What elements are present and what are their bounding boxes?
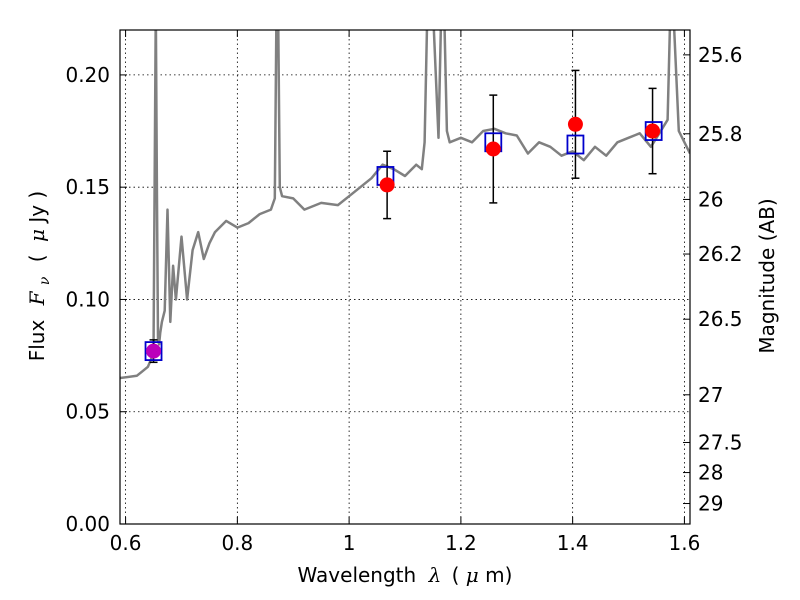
x-axis-label-symbol: λ — [428, 563, 442, 587]
x-axis-label: Wavelength λ ( μ m) — [298, 563, 513, 587]
y-axis-label-sub: ν — [37, 276, 53, 285]
x-axis-label-mu: μ — [466, 563, 479, 587]
observed-photometry-point — [485, 141, 501, 157]
observed-photometry-point — [645, 123, 661, 139]
y-axis-label: Flux F ν ( μ Jy ) — [25, 191, 54, 362]
y-axis-label-unit: Jy ) — [25, 191, 49, 225]
x-tick-label: 1.2 — [445, 531, 477, 555]
y2-tick-label: 27.5 — [698, 430, 743, 454]
y-axis-label-mu: μ — [25, 229, 49, 242]
y2-tick-label: 28 — [698, 461, 723, 485]
x-tick-label: 1 — [343, 531, 356, 555]
y-axis-label-text: Flux — [25, 320, 49, 362]
model-photometry-point — [566, 134, 585, 155]
model-sed-line — [120, 30, 690, 380]
y2-tick-label: 26.2 — [698, 242, 743, 266]
x-axis-label-open: ( — [452, 563, 460, 587]
y2-tick-label: 26.5 — [698, 307, 743, 331]
y2-tick-label: 25.8 — [698, 122, 743, 146]
sed-line-layer — [120, 30, 690, 380]
grid — [120, 30, 690, 524]
plot-frame — [119, 29, 691, 525]
y-tick-label: 0.00 — [65, 512, 110, 536]
y2-tick-label: 26 — [698, 187, 723, 211]
x-tick-label: 1.6 — [669, 531, 701, 555]
y2-tick-label: 27 — [698, 383, 723, 407]
x-axis-label-unit: m) — [485, 563, 512, 587]
y2-tick-label: 25.6 — [698, 43, 743, 67]
y2-axis-label: Magnitude (AB) — [755, 198, 779, 353]
y-axis-label-open: ( — [25, 254, 49, 262]
x-axis: 0.6 0.8 1 1.2 1.4 1.6 — [110, 30, 701, 555]
y2-tick-label: 29 — [698, 492, 723, 516]
observed-photometry-point — [146, 343, 162, 359]
y-axis-left: 0.00 0.05 0.10 0.15 0.20 — [65, 63, 127, 536]
photometry-layer — [144, 69, 663, 364]
y-tick-label: 0.05 — [65, 400, 110, 424]
model-photometry-point — [144, 341, 163, 362]
y-tick-label: 0.15 — [65, 175, 110, 199]
observed-photometry-point — [567, 116, 583, 132]
x-axis-label-text: Wavelength — [298, 563, 417, 587]
y-axis-right: 25.6 25.8 26 26.2 26.5 27 27.5 28 29 — [683, 43, 743, 516]
y-axis-label-symbol: F — [25, 290, 49, 306]
x-tick-label: 0.8 — [221, 531, 253, 555]
x-tick-label: 1.4 — [557, 531, 589, 555]
y-tick-label: 0.10 — [65, 287, 110, 311]
observed-photometry-point — [379, 177, 395, 193]
y-tick-label: 0.20 — [65, 63, 110, 87]
x-tick-label: 0.6 — [110, 531, 142, 555]
